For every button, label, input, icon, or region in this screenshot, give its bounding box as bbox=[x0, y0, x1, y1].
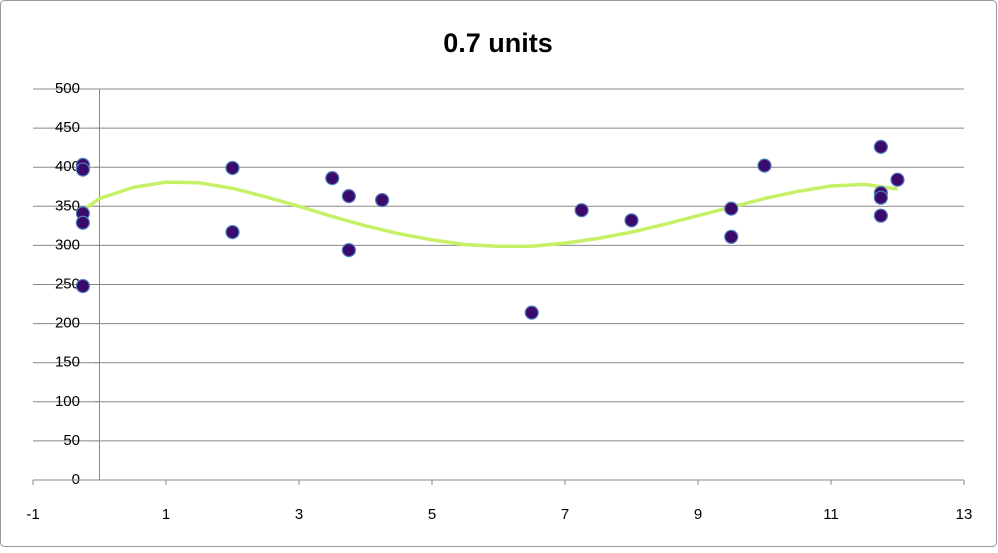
data-point bbox=[624, 213, 639, 228]
data-point bbox=[724, 229, 739, 244]
x-tick-label: 1 bbox=[162, 506, 170, 523]
data-point bbox=[75, 278, 90, 294]
x-tick-label: 9 bbox=[694, 506, 702, 523]
data-point bbox=[341, 189, 356, 204]
data-point bbox=[375, 192, 390, 208]
y-tick-label: 200 bbox=[55, 315, 80, 332]
data-point bbox=[724, 201, 739, 216]
trend-line bbox=[81, 180, 898, 248]
data-point bbox=[225, 225, 240, 240]
y-tick-label: 300 bbox=[55, 236, 80, 253]
x-tick-label: 11 bbox=[823, 506, 839, 523]
data-point bbox=[75, 215, 90, 230]
y-tick-label: 500 bbox=[55, 80, 80, 97]
y-tick-label: 0 bbox=[72, 471, 80, 488]
y-tick-label: 450 bbox=[55, 119, 80, 136]
x-tick-label: 3 bbox=[295, 506, 303, 523]
y-tick-label: 350 bbox=[55, 197, 80, 214]
x-tick-label: 13 bbox=[956, 506, 973, 523]
data-point bbox=[890, 172, 905, 187]
x-tick-label: -1 bbox=[26, 506, 39, 523]
data-point bbox=[757, 158, 772, 173]
y-tick-label: 150 bbox=[55, 354, 80, 371]
data-point bbox=[325, 171, 340, 186]
y-tick-label: 400 bbox=[55, 158, 80, 175]
data-point bbox=[225, 160, 240, 176]
data-point bbox=[574, 203, 589, 218]
data-point bbox=[873, 139, 888, 154]
chart-title: 0.7 units bbox=[443, 28, 553, 58]
y-tick-label: 50 bbox=[63, 432, 80, 449]
data-point bbox=[873, 190, 888, 205]
y-tick-label: 100 bbox=[55, 393, 80, 410]
data-point bbox=[75, 162, 90, 177]
x-tick-label: 7 bbox=[561, 506, 569, 523]
x-tick-label: 5 bbox=[428, 506, 436, 523]
data-point bbox=[341, 242, 356, 258]
data-point bbox=[524, 305, 539, 320]
y-tick-label: 250 bbox=[55, 275, 80, 292]
data-point bbox=[873, 208, 888, 223]
